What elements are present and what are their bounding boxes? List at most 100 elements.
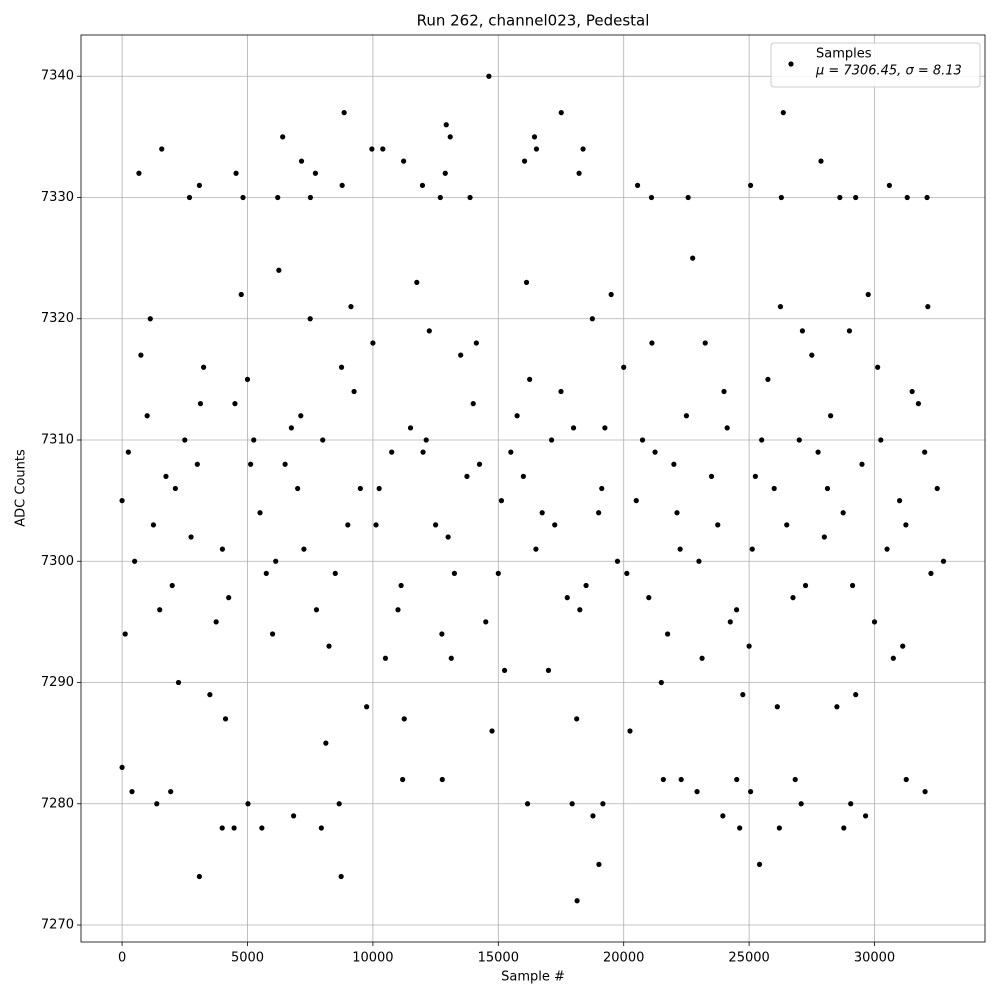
point [733,607,740,613]
point [846,328,853,334]
point [802,582,809,589]
point [273,558,279,564]
point [213,619,219,625]
point [257,510,263,516]
point [129,789,135,795]
point [683,413,690,419]
point [451,570,458,576]
point [648,194,655,201]
point [458,352,464,358]
point [884,546,890,552]
point [144,413,150,419]
point [837,194,843,201]
point [132,558,138,564]
point [373,522,379,528]
point [590,813,596,819]
point [552,522,558,528]
point [318,825,324,831]
point [818,158,824,164]
point [903,776,909,783]
point [290,813,297,819]
point [715,522,721,528]
point [138,352,144,358]
point [915,401,922,407]
point [301,546,307,552]
legend-stats: μ = 7306.45, σ = 8.13 [815,64,962,79]
point [896,498,903,504]
point [602,425,608,431]
point [720,813,726,819]
point [400,776,406,783]
point [269,631,276,637]
x-tick-label: 5000 [231,951,264,966]
point [777,304,784,310]
point [925,304,931,310]
legend-box [770,42,981,88]
point [633,498,639,504]
point [848,801,854,807]
point [197,401,204,407]
point [699,655,705,661]
point [159,146,165,152]
point [437,194,443,201]
point [232,401,238,407]
point [904,194,910,201]
point [677,546,683,552]
point [771,485,777,492]
point [326,643,332,649]
point [163,473,169,479]
point [280,134,286,140]
x-tick-label: 15000 [478,951,519,966]
point [196,182,203,188]
point [674,510,680,516]
point [809,352,815,358]
x-axis-label: Sample # [501,970,565,985]
point [351,388,357,395]
point [737,825,743,831]
point [486,73,492,79]
point [323,740,329,746]
point [660,776,666,783]
point [233,170,239,176]
point [423,437,429,443]
point [313,607,320,613]
point [599,485,605,492]
point [527,376,533,382]
point [339,182,345,188]
point [154,801,160,807]
point [702,340,708,346]
point [558,110,564,116]
point [690,255,696,261]
point [219,546,226,552]
point [157,607,163,613]
point [774,704,780,710]
point [122,631,128,637]
point [200,364,207,370]
point [222,716,229,722]
point [747,789,754,795]
y-tick-label: 7300 [41,554,74,569]
point [169,582,175,589]
point [531,134,538,140]
point [840,510,846,516]
point [849,582,856,589]
point [824,485,831,492]
point [577,607,583,613]
point [589,316,595,322]
point [934,485,940,492]
point [147,316,153,322]
point [501,667,508,673]
point [900,643,906,649]
point [780,110,786,116]
point [749,546,755,552]
point [345,522,351,528]
point [298,158,305,164]
point [336,801,342,807]
point [473,340,479,346]
point [724,425,730,431]
point [784,522,790,528]
point [828,413,834,419]
point [734,776,740,783]
point [922,789,928,795]
point [447,134,453,140]
